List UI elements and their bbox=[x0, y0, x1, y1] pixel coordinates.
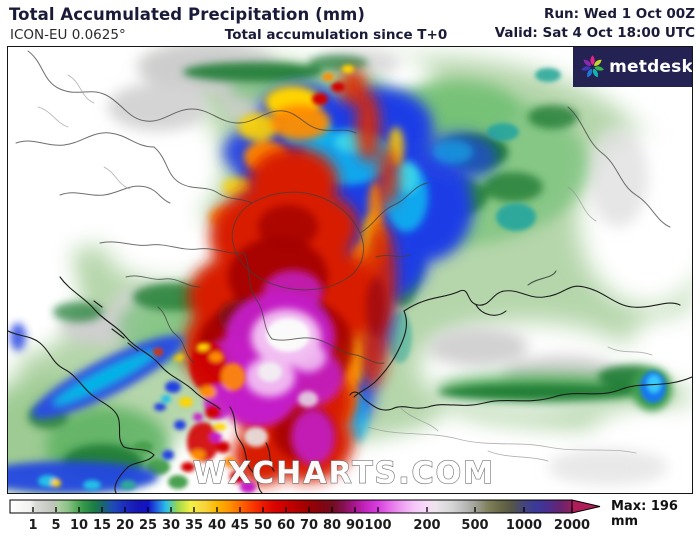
colorbar-tick-label: 20 bbox=[116, 518, 134, 533]
colorbar-tick-label: 90 bbox=[346, 518, 364, 533]
precipitation-colorbar: 1 5 10 15 20 25 30 35 40 45 50 60 70 80 90 100 200 500 100… bbox=[9, 499, 601, 533]
colorbar-tick-label: 500 bbox=[461, 518, 488, 533]
metdesk-logo-text: metdesk bbox=[609, 57, 693, 77]
metdesk-logo: metdesk bbox=[573, 47, 693, 87]
colorbar-tick-label: 70 bbox=[300, 518, 318, 533]
colorbar-tick-label: 45 bbox=[231, 518, 249, 533]
precipitation-field: WXCHARTS.COM bbox=[8, 47, 692, 493]
adriatic-band-layer bbox=[8, 323, 185, 493]
colorbar-tick-label: 200 bbox=[413, 518, 440, 533]
colorbar-tick-label: 5 bbox=[51, 518, 60, 533]
colorbar-tick-label: 2000 bbox=[554, 518, 590, 533]
watermark: WXCHARTS.COM bbox=[193, 456, 495, 491]
colorbar-tick-label: 1000 bbox=[506, 518, 542, 533]
colorbar-tick-label: 30 bbox=[162, 518, 180, 533]
colorbar-tick-label: 1 bbox=[28, 518, 37, 533]
page-title: Total Accumulated Precipitation (mm) bbox=[9, 5, 366, 24]
colorbar-gradient bbox=[9, 499, 573, 514]
colorbar-tick-label: 50 bbox=[254, 518, 272, 533]
precipitation-map: WXCHARTS.COM metdesk bbox=[7, 46, 693, 494]
model-label: ICON-EU 0.0625° bbox=[10, 27, 126, 43]
colorbar-tick-label: 10 bbox=[70, 518, 88, 533]
colorbar-overflow-arrow bbox=[571, 499, 601, 514]
colorbar-tick-label: 40 bbox=[208, 518, 226, 533]
colorbar-tick-label: 25 bbox=[139, 518, 157, 533]
colorbar-tick-label: 80 bbox=[323, 518, 341, 533]
run-time-label: Run: Wed 1 Oct 00Z bbox=[544, 6, 695, 22]
magenta-core-layer bbox=[208, 270, 343, 465]
colorbar-tick-label: 100 bbox=[364, 518, 391, 533]
colorbar-tick-label: 35 bbox=[185, 518, 203, 533]
colorbar-tick-label: 60 bbox=[277, 518, 295, 533]
white-core-layer bbox=[244, 318, 318, 447]
logo-petals bbox=[581, 55, 604, 78]
minor-borders bbox=[37, 74, 653, 462]
country-borders bbox=[15, 50, 671, 364]
coastlines bbox=[8, 270, 692, 493]
max-value-label: Max: 196 mm bbox=[611, 499, 678, 529]
speckle-layer bbox=[133, 65, 354, 493]
east-blue-spot bbox=[640, 371, 666, 403]
accumulation-subtitle: Total accumulation since T+0 bbox=[224, 27, 448, 43]
valid-time-label: Valid: Sat 4 Oct 18:00 UTC bbox=[494, 25, 695, 41]
colorbar-tick-label: 15 bbox=[93, 518, 111, 533]
metdesk-logo-icon bbox=[581, 55, 604, 78]
